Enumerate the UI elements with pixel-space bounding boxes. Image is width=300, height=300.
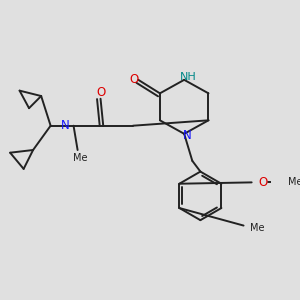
- Text: N: N: [61, 119, 70, 132]
- Text: N: N: [182, 129, 191, 142]
- Text: Me: Me: [250, 223, 265, 233]
- Text: O: O: [258, 176, 268, 189]
- Text: O: O: [96, 86, 105, 99]
- Text: Me: Me: [73, 153, 88, 163]
- Text: NH: NH: [180, 72, 196, 82]
- Text: O: O: [129, 73, 138, 86]
- Text: Me: Me: [288, 177, 300, 188]
